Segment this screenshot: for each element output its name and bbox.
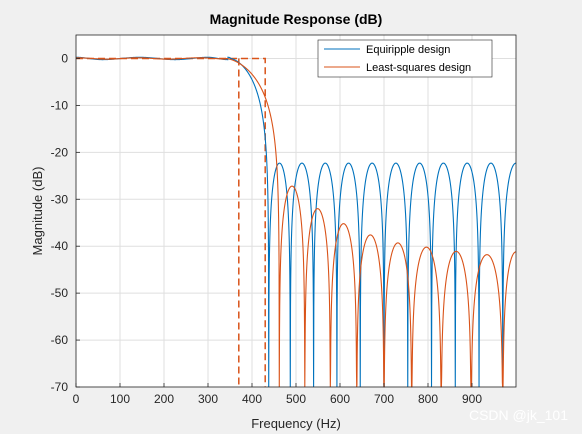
response-curves	[76, 56, 517, 388]
mask-upper-line	[76, 57, 266, 387]
x-tick-label: 400	[242, 392, 262, 406]
y-tick-label: -70	[51, 380, 69, 394]
specification-mask	[76, 57, 266, 387]
x-tick-label: 700	[374, 392, 394, 406]
y-tick-label: -20	[51, 145, 69, 159]
legend-label-equiripple: Equiripple design	[366, 44, 450, 56]
curve-least-squares	[76, 57, 517, 388]
x-tick-label: 200	[154, 392, 174, 406]
legend: Equiripple design Least-squares design	[317, 39, 493, 78]
x-tick-label: 800	[418, 392, 438, 406]
x-tick-label: 900	[462, 392, 482, 406]
y-tick-label: -30	[51, 192, 69, 206]
x-axis-label: Frequency (Hz)	[251, 416, 341, 431]
y-tick-label: -40	[51, 239, 69, 253]
y-tick-label: -50	[51, 286, 69, 300]
y-tick-label: -60	[51, 333, 69, 347]
x-tick-label: 600	[330, 392, 350, 406]
y-tick-label: -10	[51, 98, 69, 112]
x-tick-label: 300	[198, 392, 218, 406]
legend-box	[317, 39, 493, 78]
y-tick-label: 0	[61, 51, 68, 65]
axis-ticks: 0 100 200 300 400 500 600 700 800 900 0 -10 -20 -30 -4…	[51, 51, 483, 406]
watermark-text: CSDN @jk_101	[469, 407, 568, 423]
legend-label-least-squares: Least-squares design	[366, 62, 471, 74]
x-tick-label: 100	[110, 392, 130, 406]
x-tick-label: 0	[73, 392, 80, 406]
x-tick-label: 500	[286, 392, 306, 406]
y-axis-label: Magnitude (dB)	[30, 167, 45, 256]
chart-title: Magnitude Response (dB)	[210, 11, 383, 27]
